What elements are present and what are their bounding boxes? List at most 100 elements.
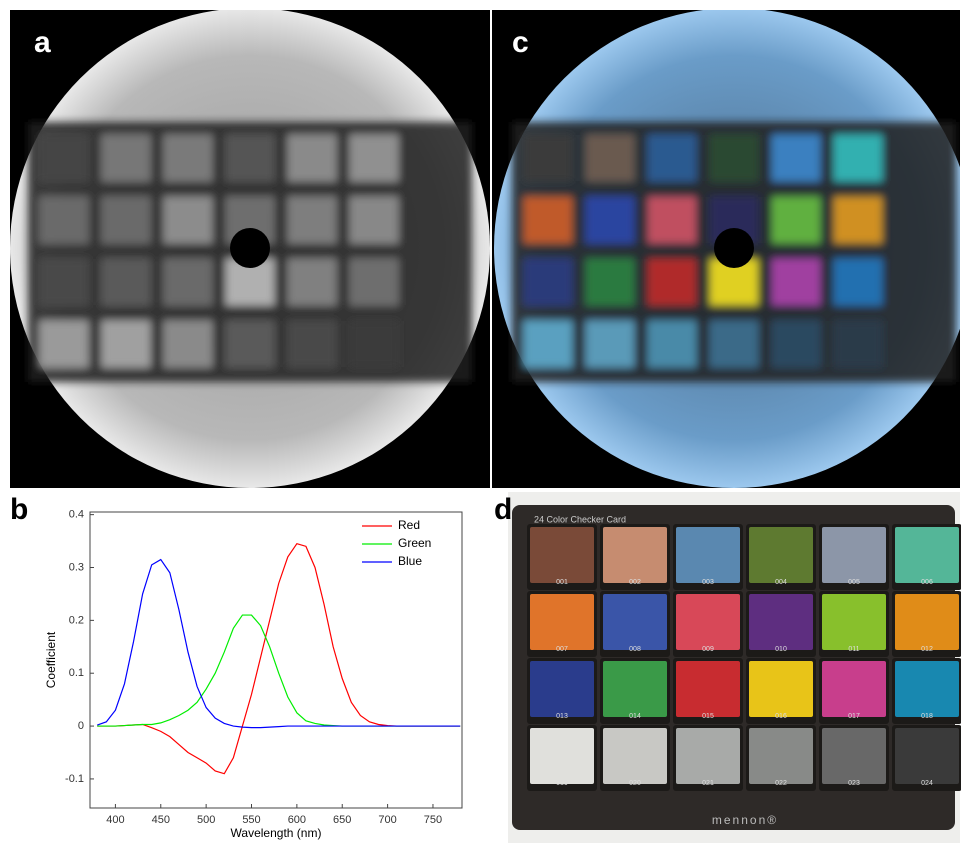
patch xyxy=(288,197,336,243)
x-tick-label: 400 xyxy=(106,814,124,826)
swatch xyxy=(895,527,959,583)
swatch-label: 003 xyxy=(702,579,714,586)
center-hole xyxy=(230,228,270,268)
swatch-label: 017 xyxy=(848,713,860,720)
patch xyxy=(164,135,212,181)
y-tick-label: 0.2 xyxy=(69,614,84,626)
swatch xyxy=(676,594,740,650)
patch xyxy=(288,321,336,367)
panel-label: c xyxy=(512,26,529,59)
patch xyxy=(834,135,882,181)
patch xyxy=(524,135,572,181)
y-tick-label: -0.1 xyxy=(65,773,84,785)
swatch xyxy=(676,728,740,784)
swatch-label: 013 xyxy=(556,713,568,720)
swatch xyxy=(822,594,886,650)
x-tick-label: 750 xyxy=(424,814,442,826)
swatch xyxy=(530,728,594,784)
swatch-label: 007 xyxy=(556,646,568,653)
patch xyxy=(350,197,398,243)
panel-a-image xyxy=(10,8,490,488)
swatch xyxy=(603,661,667,717)
patch xyxy=(586,259,634,305)
patch xyxy=(102,197,150,243)
card-title: 24 Color Checker Card xyxy=(534,514,626,524)
patch xyxy=(102,259,150,305)
center-hole xyxy=(714,228,754,268)
figure: 24 Color Checker Card0010020030040050060… xyxy=(0,0,961,843)
legend-label: Red xyxy=(398,518,420,532)
x-axis-label: Wavelength (nm) xyxy=(231,826,322,840)
patch xyxy=(40,259,88,305)
swatch-label: 014 xyxy=(629,713,641,720)
x-tick-label: 650 xyxy=(333,814,351,826)
patch xyxy=(226,135,274,181)
swatch xyxy=(895,728,959,784)
swatch xyxy=(749,728,813,784)
patch xyxy=(164,197,212,243)
legend-label: Blue xyxy=(398,554,422,568)
patch xyxy=(648,135,696,181)
patch xyxy=(648,197,696,243)
swatch-label: 024 xyxy=(921,780,933,787)
swatch-label: 008 xyxy=(629,646,641,653)
patch xyxy=(772,321,820,367)
swatch xyxy=(676,527,740,583)
x-tick-label: 500 xyxy=(197,814,215,826)
x-tick-label: 700 xyxy=(378,814,396,826)
swatch-label: 004 xyxy=(775,579,787,586)
patch xyxy=(288,135,336,181)
patch xyxy=(40,197,88,243)
patch xyxy=(710,321,758,367)
patch xyxy=(164,321,212,367)
patch xyxy=(586,135,634,181)
swatch-label: 012 xyxy=(921,646,933,653)
swatch xyxy=(895,594,959,650)
patch xyxy=(288,259,336,305)
patch xyxy=(164,259,212,305)
swatch xyxy=(530,594,594,650)
swatch-label: 022 xyxy=(775,780,787,787)
swatch xyxy=(603,728,667,784)
swatch xyxy=(603,594,667,650)
swatch-label: 021 xyxy=(702,780,714,787)
swatch-label: 011 xyxy=(848,646,859,653)
swatch xyxy=(822,527,886,583)
swatch xyxy=(676,661,740,717)
panel-label: d xyxy=(494,493,512,526)
panel-label: b xyxy=(10,493,28,526)
patch xyxy=(102,321,150,367)
swatch-label: 001 xyxy=(556,579,568,586)
patch xyxy=(586,321,634,367)
swatch xyxy=(749,661,813,717)
swatch xyxy=(749,594,813,650)
card-brand: mennon® xyxy=(712,813,778,827)
patch xyxy=(40,321,88,367)
swatch-label: 018 xyxy=(921,713,933,720)
patch xyxy=(350,135,398,181)
patch xyxy=(834,321,882,367)
swatch-label: 019 xyxy=(556,780,568,787)
patch xyxy=(350,259,398,305)
page: 24 Color Checker Card0010020030040050060… xyxy=(0,0,961,843)
swatch-label: 016 xyxy=(775,713,787,720)
x-tick-label: 550 xyxy=(242,814,260,826)
panel-label: a xyxy=(34,26,51,59)
patch xyxy=(772,135,820,181)
patch xyxy=(648,259,696,305)
patch xyxy=(772,259,820,305)
swatch-label: 010 xyxy=(775,646,787,653)
patch xyxy=(834,197,882,243)
patch xyxy=(350,321,398,367)
swatch-label: 020 xyxy=(629,780,641,787)
x-tick-label: 600 xyxy=(288,814,306,826)
patch xyxy=(586,197,634,243)
patch xyxy=(40,135,88,181)
y-tick-label: 0 xyxy=(78,720,84,732)
y-tick-label: 0.3 xyxy=(69,561,84,573)
swatch xyxy=(749,527,813,583)
swatch xyxy=(822,661,886,717)
swatch xyxy=(895,661,959,717)
patch xyxy=(710,135,758,181)
patch xyxy=(102,135,150,181)
